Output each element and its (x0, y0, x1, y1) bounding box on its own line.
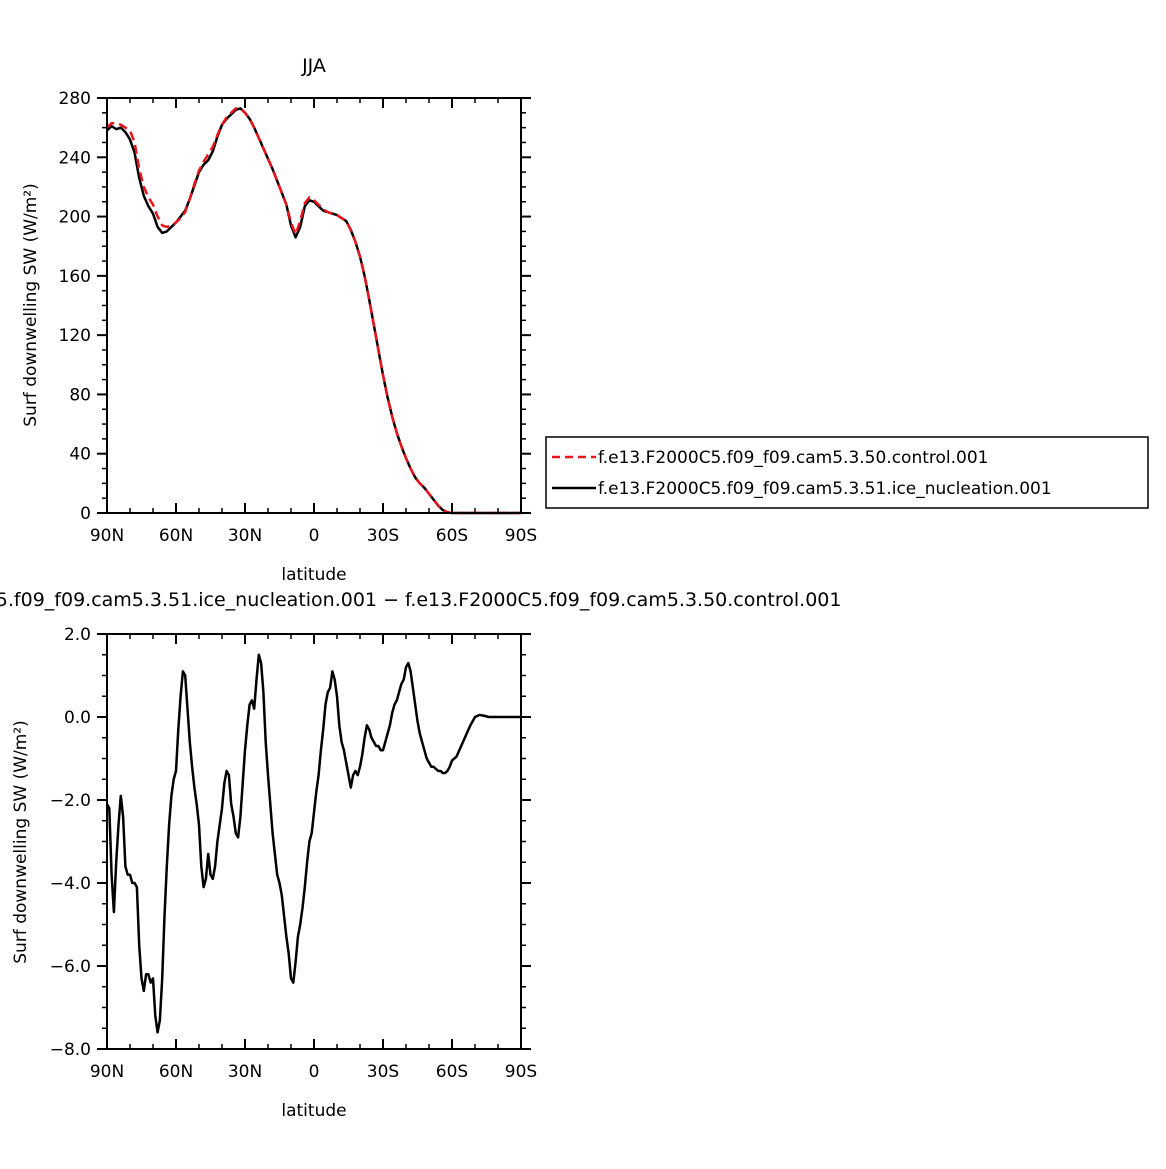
top-series-line-1 (106, 107, 521, 515)
top-x-tick-label: 0 (309, 526, 320, 546)
top-x-ticks: 90N 60N 30N 0 30S 60S 90S (90, 98, 537, 546)
bottom-y-tick-label: 0.0 (64, 708, 91, 728)
bottom-x-tick-label: 60S (436, 1062, 468, 1082)
top-x-tick-label: 60S (436, 526, 468, 546)
top-x-tick-label: 90S (505, 526, 537, 546)
top-y-tick-label: 200 (59, 208, 91, 228)
top-x-axis-label: latitude (281, 565, 346, 585)
top-series-lines (106, 107, 521, 515)
top-plot-frame (106, 97, 522, 514)
bottom-y-ticks: −8.0 −6.0 −4.0 −2.0 0.0 2.0 (50, 625, 531, 1060)
bottom-chart: f.e13.F2000C5.f09_f09.cam5.3.51.ice_nucl… (0, 589, 841, 1121)
top-y-tick-label: 160 (59, 267, 91, 287)
top-y-tick-label: 240 (59, 148, 91, 168)
bottom-chart-title: f.e13.F2000C5.f09_f09.cam5.3.51.ice_nucl… (0, 589, 841, 611)
top-y-tick-label: 40 (69, 445, 91, 465)
bottom-x-ticks: 90N 60N 30N 0 30S 60S 90S (90, 634, 537, 1082)
top-x-tick-label: 90N (90, 526, 124, 546)
legend: f.e13.F2000C5.f09_f09.cam5.3.50.control.… (545, 436, 1149, 509)
bottom-y-axis-label: Surf downwelling SW (W/m²) (11, 720, 31, 964)
top-y-tick-label: 80 (69, 385, 91, 405)
top-x-tick-label: 30S (367, 526, 399, 546)
legend-label-control: f.e13.F2000C5.f09_f09.cam5.3.50.control.… (598, 448, 989, 468)
bottom-y-tick-label: −8.0 (50, 1040, 91, 1060)
top-y-tick-label: 0 (80, 504, 91, 524)
bottom-x-tick-label: 30N (228, 1062, 262, 1082)
bottom-x-tick-label: 90S (505, 1062, 537, 1082)
top-chart-title: JJA (301, 55, 326, 77)
bottom-plot-frame (106, 633, 522, 1050)
bottom-x-tick-label: 60N (159, 1062, 193, 1082)
top-x-tick-label: 30N (228, 526, 262, 546)
bottom-x-axis-label: latitude (281, 1101, 346, 1121)
bottom-y-tick-label: −4.0 (50, 874, 91, 894)
bottom-y-tick-label: −2.0 (50, 791, 91, 811)
top-y-ticks: 0 40 80 120 160 200 240 280 (59, 89, 531, 524)
bottom-series-line-0 (105, 653, 521, 1034)
bottom-x-tick-label: 30S (367, 1062, 399, 1082)
bottom-y-tick-label: −6.0 (50, 957, 91, 977)
top-y-tick-label: 280 (59, 89, 91, 109)
bottom-y-tick-label: 2.0 (64, 625, 91, 645)
bottom-x-tick-label: 0 (309, 1062, 320, 1082)
top-y-tick-label: 120 (59, 326, 91, 346)
top-y-axis-label: Surf downwelling SW (W/m²) (21, 183, 41, 427)
legend-label-ice-nucleation: f.e13.F2000C5.f09_f09.cam5.3.51.ice_nucl… (598, 479, 1052, 499)
bottom-x-tick-label: 90N (90, 1062, 124, 1082)
top-series-line-0 (106, 107, 521, 515)
legend-box (545, 436, 1149, 509)
bottom-series-lines (105, 653, 521, 1034)
top-chart: JJA 90N 60N 30N 0 30S 60S 90S 0 40 80 120 160 200 24… (21, 55, 537, 585)
top-x-tick-label: 60N (159, 526, 193, 546)
